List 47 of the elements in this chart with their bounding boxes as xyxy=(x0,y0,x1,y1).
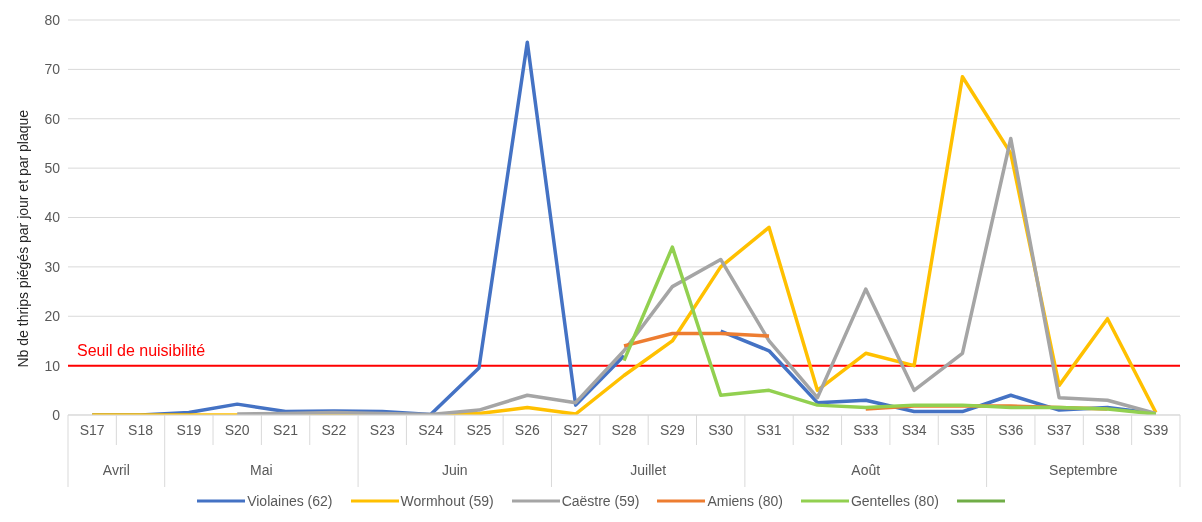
x-tick-label: S20 xyxy=(224,422,250,438)
legend-label: Wormhout (59) xyxy=(400,493,494,509)
y-axis-title: Nb de thrips piégés par jour et par plaque xyxy=(14,109,31,368)
x-tick-label: S26 xyxy=(514,422,540,438)
x-tick-label: S32 xyxy=(804,422,831,438)
y-tick-label: 80 xyxy=(44,11,61,28)
x-tick-label: S22 xyxy=(321,422,347,438)
legend-label: Amiens (80) xyxy=(707,493,783,509)
x-tick-label: S33 xyxy=(853,422,879,438)
x-tick-label: S28 xyxy=(611,422,637,438)
x-tick-label: S18 xyxy=(128,422,154,438)
text: Août xyxy=(851,462,881,478)
text: Juin xyxy=(441,462,468,478)
legend-label: Caëstre (59) xyxy=(561,493,640,509)
line-series xyxy=(622,245,1158,415)
y-tick-label: 70 xyxy=(44,61,61,78)
y-tick-label: 20 xyxy=(44,308,61,325)
text: Mai xyxy=(250,462,273,478)
text: Septembre xyxy=(1049,462,1118,478)
y-tick-label: 40 xyxy=(44,209,61,226)
x-tick-label: S39 xyxy=(1143,422,1169,438)
x-tick-label: S35 xyxy=(949,422,976,438)
x-tick-label: S29 xyxy=(659,422,686,438)
text: Avril xyxy=(102,462,130,478)
x-tick-label: S21 xyxy=(273,422,299,438)
x-tick-label: S23 xyxy=(369,422,395,438)
y-tick-label: 50 xyxy=(44,160,61,177)
legend-label: Gentelles (80) xyxy=(850,493,939,509)
x-tick-label: S38 xyxy=(1095,422,1121,438)
ref-line-label: Seuil de nuisibilité xyxy=(77,341,206,359)
x-tick-label: S19 xyxy=(176,422,202,438)
text: Juillet xyxy=(630,462,667,478)
x-tick-label: S31 xyxy=(756,422,782,438)
y-tick-label: 10 xyxy=(44,357,61,374)
x-tick-label: S24 xyxy=(418,422,444,438)
y-tick-label: 30 xyxy=(44,258,61,275)
y-tick-label: 60 xyxy=(44,110,61,127)
y-tick-label: 0 xyxy=(52,406,61,423)
x-tick-label: S37 xyxy=(1046,422,1072,438)
x-tick-label: S30 xyxy=(708,422,734,438)
legend-label: Violaines (62) xyxy=(247,493,333,509)
x-tick-label: S36 xyxy=(998,422,1024,438)
x-tick-label: S17 xyxy=(79,422,105,438)
x-tick-label: S34 xyxy=(901,422,927,438)
x-tick-label: S27 xyxy=(563,422,589,438)
x-tick-label: S25 xyxy=(466,422,492,438)
line-series xyxy=(235,136,1158,415)
